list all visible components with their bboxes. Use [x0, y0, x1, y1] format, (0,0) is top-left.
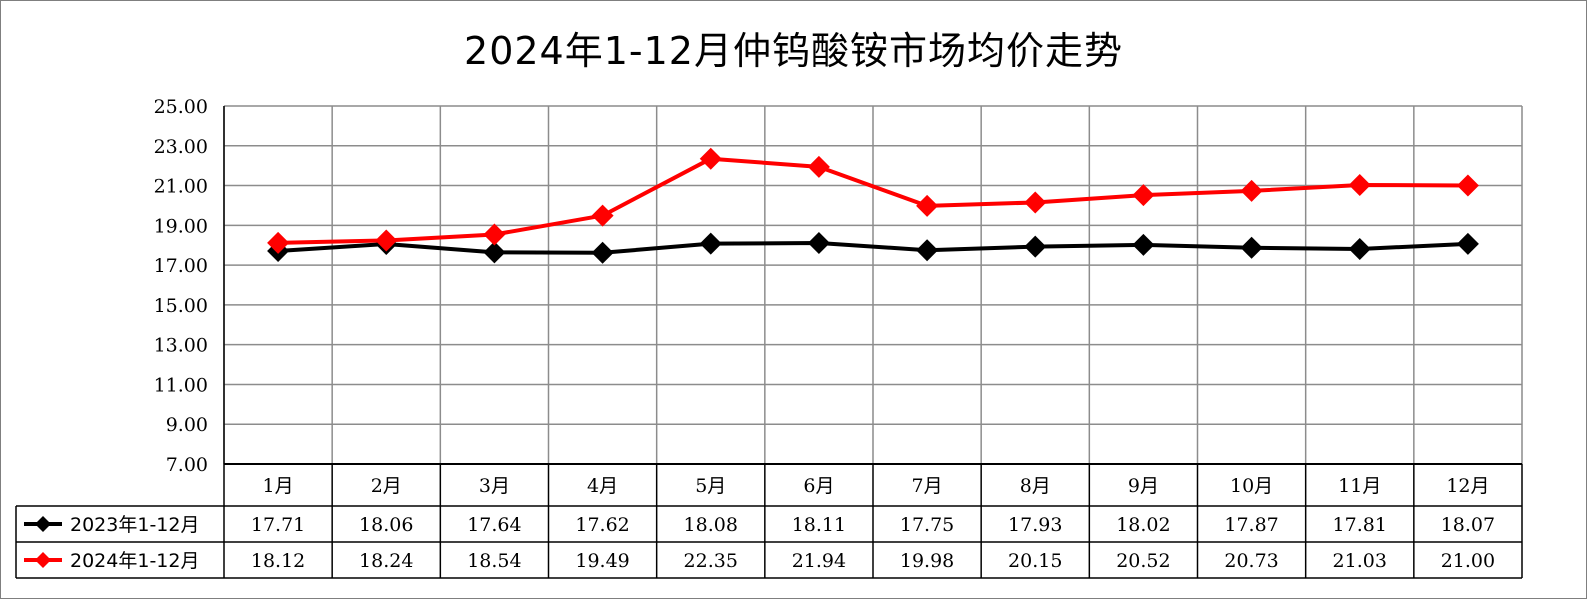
x-tick-label: 4月 — [587, 475, 618, 497]
data-point — [1132, 184, 1155, 207]
chart-title: 2024年1-12月仲钨酸铵市场均价走势 — [464, 29, 1123, 73]
data-label: 21.03 — [1333, 550, 1387, 572]
y-tick-label: 25.00 — [154, 96, 208, 118]
x-tick-label: 10月 — [1230, 475, 1273, 497]
legend-label: 2023年1-12月 — [70, 514, 199, 536]
data-label: 18.24 — [359, 550, 413, 572]
data-label: 17.71 — [251, 514, 305, 536]
data-point — [1024, 191, 1047, 214]
data-point — [1456, 232, 1479, 255]
x-tick-label: 11月 — [1338, 475, 1381, 497]
data-label: 21.00 — [1441, 550, 1495, 572]
data-point — [916, 194, 939, 217]
x-tick-label: 9月 — [1128, 475, 1159, 497]
data-label: 18.06 — [359, 514, 413, 536]
y-tick-label: 19.00 — [154, 215, 208, 237]
x-tick-label: 5月 — [695, 475, 726, 497]
data-label: 19.49 — [575, 550, 629, 572]
data-point — [1132, 233, 1155, 256]
data-label: 18.07 — [1441, 514, 1495, 536]
data-label: 18.54 — [467, 550, 521, 572]
data-point — [699, 147, 722, 170]
data-point — [483, 241, 506, 264]
data-point — [1240, 179, 1263, 202]
data-point — [483, 223, 506, 246]
x-tick-label: 3月 — [479, 475, 510, 497]
y-tick-label: 15.00 — [154, 295, 208, 317]
data-point — [699, 232, 722, 255]
data-label: 18.11 — [792, 514, 846, 536]
data-point — [1348, 238, 1371, 261]
data-label: 20.15 — [1008, 550, 1062, 572]
data-label: 20.52 — [1116, 550, 1170, 572]
legend-marker — [35, 552, 51, 568]
y-tick-label: 17.00 — [154, 255, 208, 277]
x-tick-label: 12月 — [1446, 475, 1489, 497]
x-tick-label: 2月 — [371, 475, 402, 497]
series-line — [277, 241, 1469, 255]
data-point — [591, 241, 614, 264]
x-tick-label: 1月 — [263, 475, 294, 497]
x-tick-label: 7月 — [912, 475, 943, 497]
data-label: 17.75 — [900, 514, 954, 536]
data-point — [1348, 173, 1371, 196]
data-label: 18.02 — [1116, 514, 1170, 536]
y-tick-label: 7.00 — [166, 454, 208, 476]
data-point — [375, 229, 398, 252]
y-tick-label: 9.00 — [166, 414, 208, 436]
data-point — [1456, 174, 1479, 197]
data-point — [807, 232, 830, 255]
data-point — [591, 204, 614, 227]
data-label: 17.64 — [467, 514, 521, 536]
data-label: 18.08 — [684, 514, 738, 536]
y-tick-label: 23.00 — [154, 136, 208, 158]
data-label: 21.94 — [792, 550, 846, 572]
data-label: 17.62 — [575, 514, 629, 536]
data-point — [807, 155, 830, 178]
data-point — [267, 231, 290, 254]
y-tick-label: 13.00 — [154, 335, 208, 357]
data-label: 19.98 — [900, 550, 954, 572]
data-label: 20.73 — [1224, 550, 1278, 572]
data-label: 17.87 — [1224, 514, 1278, 536]
data-point — [1024, 235, 1047, 258]
y-tick-label: 21.00 — [154, 176, 208, 198]
y-tick-label: 11.00 — [154, 374, 208, 396]
legend-label: 2024年1-12月 — [70, 550, 199, 572]
data-label: 17.93 — [1008, 514, 1062, 536]
data-point — [916, 239, 939, 262]
data-label: 17.81 — [1333, 514, 1387, 536]
data-label: 22.35 — [684, 550, 738, 572]
data-label: 18.12 — [251, 550, 305, 572]
x-tick-label: 8月 — [1020, 475, 1051, 497]
x-tick-label: 6月 — [803, 475, 834, 497]
series-line — [278, 156, 1468, 245]
data-point — [1240, 236, 1263, 259]
legend-marker — [35, 516, 51, 532]
